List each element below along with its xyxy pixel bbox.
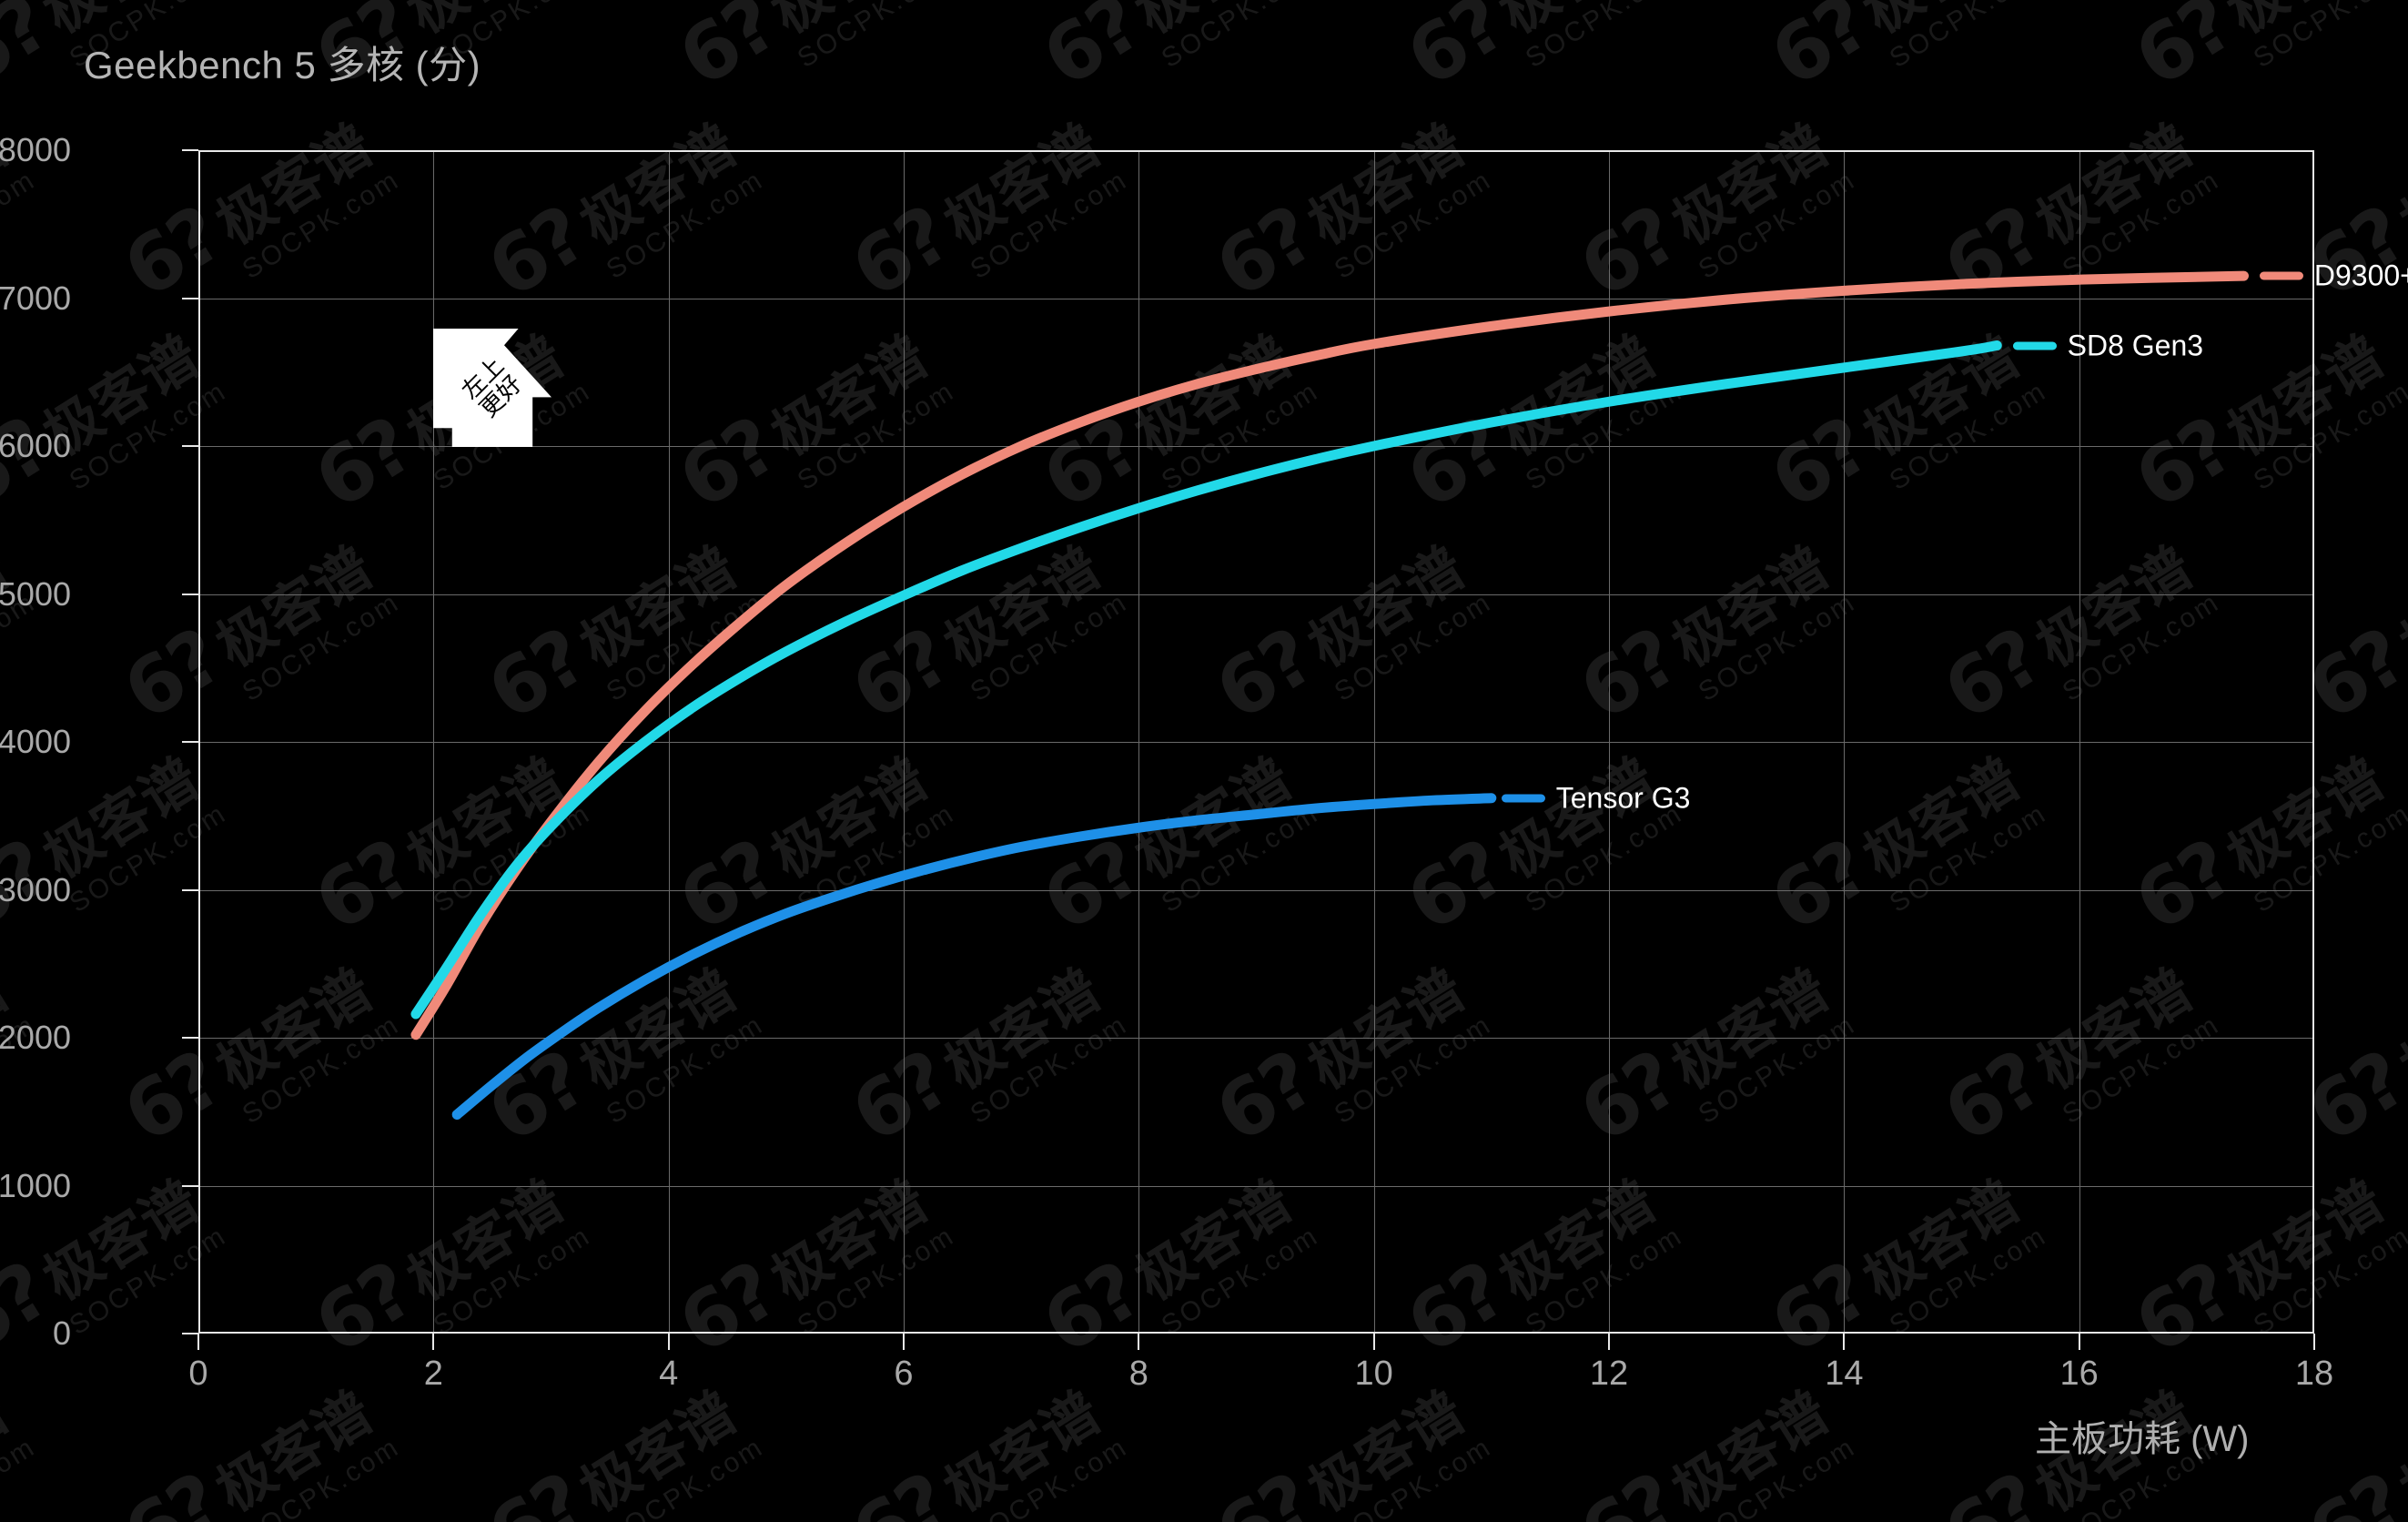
y-axis-tick-label: 5000 <box>0 574 71 613</box>
gridline-horizontal <box>198 446 2314 447</box>
x-axis-tick-label: 12 <box>1589 1355 1629 1393</box>
y-axis-tick-label: 4000 <box>0 723 71 760</box>
y-axis-tick-mark <box>182 593 198 595</box>
gridline-vertical <box>1844 150 1846 1334</box>
page-title: Geekbench 5 多核 (分) <box>84 44 481 86</box>
series-line-sd8-gen3 <box>410 340 2002 1020</box>
x-axis-tick-label: 18 <box>2294 1355 2334 1393</box>
gridline-horizontal <box>198 889 2314 891</box>
series-curves <box>410 270 2249 1120</box>
plot-frame <box>198 150 2314 1334</box>
series-line-d9300- <box>410 270 2249 1040</box>
x-axis-tick-label: 4 <box>659 1355 679 1393</box>
gridline-horizontal <box>198 742 2314 743</box>
plot-area: 左上 更好 D9300+ SD8 Gen3 Tensor G3 <box>198 150 2408 1334</box>
gridline-horizontal <box>198 1185 2314 1187</box>
series-label-d9300-: D9300+ <box>2313 259 2408 292</box>
y-axis-tick-label: 3000 <box>0 870 71 908</box>
x-axis-title: 主板功耗 (W) <box>2035 1419 2250 1459</box>
y-axis-tick-label: 1000 <box>0 1166 71 1204</box>
x-axis-tick-mark <box>432 1334 435 1350</box>
y-axis-tick-label: 6000 <box>0 427 71 464</box>
x-axis-tick-mark <box>197 1334 199 1350</box>
x-axis-tick-label: 14 <box>1825 1355 1864 1393</box>
y-axis-tick-label: 0 <box>52 1314 71 1352</box>
gridline-vertical <box>1609 150 1610 1334</box>
y-axis-tick-label: 8000 <box>0 131 71 168</box>
x-axis-tick-label: 16 <box>2059 1355 2099 1393</box>
x-axis-tick-mark <box>1138 1334 1140 1350</box>
series-swatch-sd8-gen3 <box>2012 341 2057 350</box>
x-axis-tick-label: 10 <box>1354 1355 1393 1393</box>
y-axis-tick-label: 7000 <box>0 279 71 317</box>
series-swatch-d9300- <box>2259 271 2303 280</box>
y-axis-tick-mark <box>182 741 198 743</box>
series-swatch-tensor-g3 <box>1501 794 1545 803</box>
x-axis-tick-mark <box>1372 1334 1375 1350</box>
x-axis-tick-label: 8 <box>1128 1355 1148 1393</box>
x-axis-tick-mark <box>2078 1334 2080 1350</box>
y-axis-tick-label: 2000 <box>0 1019 71 1056</box>
y-axis-tick-mark <box>182 297 198 299</box>
gridline-vertical <box>433 150 435 1334</box>
y-axis-tick-mark <box>182 1333 198 1334</box>
series-label-tensor-g3: Tensor G3 <box>1555 781 1691 815</box>
y-axis-tick-mark <box>182 149 198 151</box>
x-axis-tick-mark <box>1608 1334 1610 1350</box>
y-axis-tick-mark <box>182 1037 198 1039</box>
x-axis-tick-mark <box>2313 1334 2315 1350</box>
x-axis-tick-mark <box>667 1334 670 1350</box>
better-direction-badge: 左上 更好 <box>433 329 551 447</box>
series-line-tensor-g3 <box>451 793 1497 1120</box>
gridline-vertical <box>668 150 670 1334</box>
x-axis-tick-label: 6 <box>894 1355 914 1393</box>
gridline-horizontal <box>198 1038 2314 1039</box>
x-axis-tick-label: 0 <box>188 1355 208 1393</box>
gridline-horizontal <box>198 594 2314 595</box>
y-axis-tick-mark <box>182 445 198 447</box>
y-axis-tick-mark <box>182 888 198 891</box>
series-label-sd8-gen3: SD8 Gen3 <box>2067 329 2204 361</box>
gridline-vertical <box>1138 150 1140 1334</box>
gridline-vertical <box>2079 150 2080 1334</box>
gridline-vertical <box>1373 150 1375 1334</box>
y-axis-tick-mark <box>182 1184 198 1187</box>
x-axis-tick-mark <box>903 1334 905 1350</box>
x-axis-tick-label: 2 <box>423 1355 443 1393</box>
x-axis-tick-mark <box>1843 1334 1846 1350</box>
gridline-vertical <box>904 150 905 1334</box>
